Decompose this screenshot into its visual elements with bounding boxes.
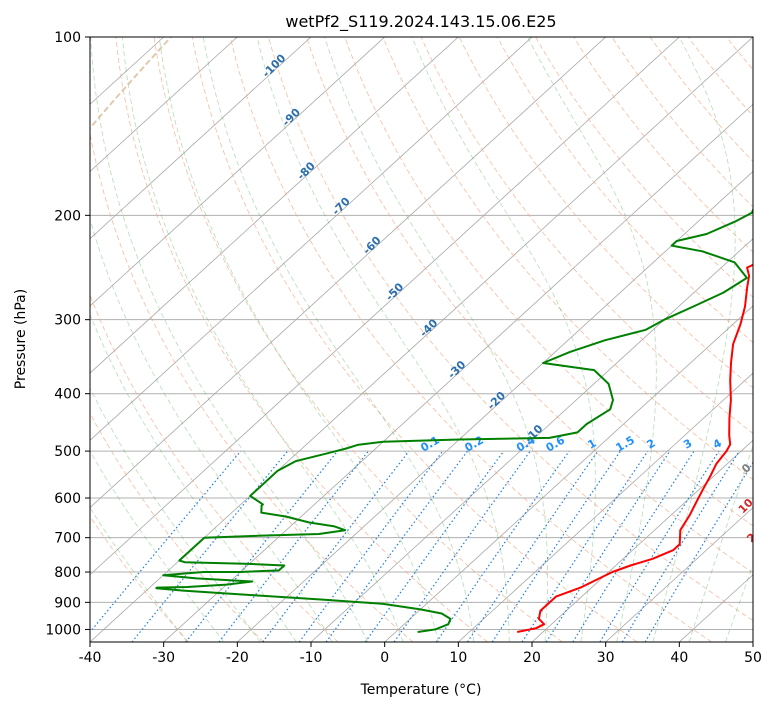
moist-adiabat-line: [324, 37, 548, 642]
mixing-ratio-line: [298, 450, 444, 642]
moist-adiabat-label: 20: [744, 525, 764, 545]
dry-adiabat-line: [420, 37, 753, 434]
dry-adiabat-line: [497, 37, 753, 343]
x-tick-label: 20: [523, 650, 541, 666]
isotherm-line: [458, 372, 753, 642]
isotherm-line: [90, 37, 312, 240]
y-axis-ticks: 1000 900 800 700 600 500 400 300 200 100: [45, 30, 90, 638]
mixing-ratio-line: [545, 450, 671, 642]
moist-adiabat-line: [411, 37, 596, 642]
chart-title: wetPf2_S119.2024.143.15.06.E25: [285, 12, 556, 32]
x-tick-label: 30: [597, 650, 615, 666]
x-tick-label: -30: [152, 650, 175, 666]
dry-adiabat-line: [90, 412, 264, 642]
dry-adiabat-line: [535, 37, 753, 298]
y-tick-label: 900: [54, 595, 81, 611]
moist-adiabat-line: [256, 37, 510, 642]
dry-adiabat-line: [229, 37, 712, 642]
plot-frame: [89, 36, 754, 643]
isotherm-line: [90, 37, 238, 172]
dry-adiabat-line: [191, 37, 638, 642]
moist-adiabat-line: [90, 217, 333, 642]
isotherm-line: [90, 37, 459, 374]
dewpoint-profile: [155, 207, 753, 633]
isotherm-line: [237, 170, 753, 642]
mixing-ratio-line: [185, 450, 339, 642]
mixing-ratio-line: [90, 450, 242, 633]
moist-adiabat-line: [725, 564, 753, 642]
dry-adiabat-line: [115, 37, 488, 642]
dry-adiabat-line: [153, 37, 563, 642]
moist-adiabat-line: [90, 450, 225, 642]
moist-adiabat-line: [122, 37, 404, 642]
moist-adiabat-line: [90, 37, 369, 642]
x-tick-label: 10: [449, 650, 467, 666]
y-tick-label: 700: [54, 531, 81, 547]
dry-adiabat-line: [382, 37, 753, 480]
mixing-ratio-line: [325, 450, 468, 642]
x-tick-label: 40: [670, 650, 688, 666]
isotherm-line: [384, 305, 753, 642]
profiles: [155, 207, 753, 633]
mixing-ratio-line: [131, 450, 289, 642]
y-tick-label: 100: [54, 30, 81, 46]
y-axis-label: Pressure (hPa): [13, 289, 29, 389]
isotherm-line: [90, 37, 385, 307]
mixing-ratio-line: [466, 450, 599, 642]
moist-adiabat-line: [90, 313, 297, 642]
y-tick-label: 800: [54, 565, 81, 581]
dry-adiabat-line: [306, 37, 753, 574]
x-axis-ticks: -40 -30 -20 -10 0 10 20 30 40 50: [79, 642, 762, 666]
moist-adiabat-line: [202, 37, 475, 642]
dry-adiabat-line: [268, 37, 753, 621]
isotherm-line: [90, 37, 606, 509]
y-tick-label: 200: [54, 208, 81, 224]
isotherm-line: [531, 439, 753, 642]
mixing-ratio-line: [572, 450, 695, 642]
mixing-ratio-line: [364, 450, 505, 642]
mixing-ratio-line: [393, 450, 531, 642]
isotherm-line: [605, 507, 753, 642]
x-tick-label: -10: [300, 650, 323, 666]
y-tick-label: 1000: [45, 622, 81, 638]
moist-adiabat-line: [527, 37, 657, 642]
moist-adiabat-line: [90, 387, 261, 642]
y-tick-label: 600: [54, 491, 81, 507]
isotherm-line: [90, 37, 680, 576]
temperature-profile: [517, 263, 753, 633]
mixing-ratio-line: [262, 450, 410, 642]
x-tick-label: 50: [744, 650, 762, 666]
mixing-ratio-line: [621, 450, 740, 642]
moist-adiabat-line: [90, 507, 188, 642]
moist-adiabat-line: [158, 37, 439, 642]
x-tick-label: 0: [380, 650, 389, 666]
mixing-ratio-line: [521, 450, 649, 642]
y-tick-label: 300: [54, 313, 81, 329]
mixing-ratio-line: [491, 450, 621, 642]
mixing-ratio-line: [435, 450, 570, 642]
y-tick-label: 500: [54, 444, 81, 460]
isotherm-line: [163, 103, 753, 642]
x-tick-label: -20: [226, 650, 249, 666]
moist-adiabat-line: [652, 37, 736, 642]
x-tick-label: -40: [79, 650, 102, 666]
dry-adiabat-line: [344, 37, 753, 527]
x-axis-label: Temperature (°C): [360, 682, 482, 698]
y-tick-label: 400: [54, 387, 81, 403]
isotherm-line: [90, 37, 533, 441]
